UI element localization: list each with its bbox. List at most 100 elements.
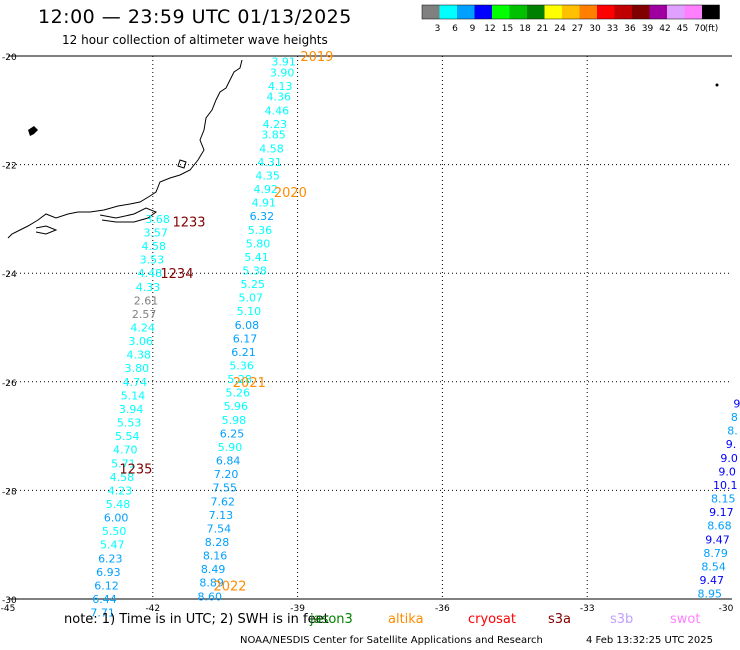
wave-height-value: 5.14	[121, 389, 146, 402]
wave-height-value: 4.58	[110, 471, 135, 484]
wave-height-value: 4.74	[123, 376, 148, 389]
wave-height-value: 8.28	[205, 536, 230, 549]
wave-height-value: 6.25	[220, 427, 245, 440]
wave-height-value: 5.26	[225, 387, 250, 400]
wave-height-value: 5.48	[106, 498, 131, 511]
colorbar-label: 33	[607, 24, 618, 34]
colorbar-swatch	[632, 5, 650, 19]
wave-height-value: 4.46	[265, 104, 290, 117]
wave-height-value: 4.35	[255, 169, 280, 182]
wave-height-value: 9.0	[718, 465, 736, 478]
colorbar-swatch	[597, 5, 615, 19]
wave-height-value: 8.79	[703, 547, 728, 560]
colorbar-label: 18	[519, 24, 531, 34]
wave-height-value: 8.	[727, 425, 738, 438]
colorbar-swatch	[492, 5, 510, 19]
wave-height-value: 9.0	[720, 452, 738, 465]
wave-height-value: 5.47	[100, 539, 125, 552]
time-label: 2019	[300, 50, 333, 65]
colorbar-swatch	[579, 5, 597, 19]
wave-height-value: 4.23	[263, 118, 288, 131]
longitude-label: -39	[290, 604, 305, 614]
wave-height-value: 7.20	[214, 468, 239, 481]
wave-height-value: 5.10	[237, 305, 262, 318]
wave-height-value: 5.28	[227, 373, 252, 386]
latitude-label: -26	[2, 379, 17, 389]
colorbar-label: 30	[589, 24, 601, 34]
wave-height-value: 7.54	[207, 522, 232, 535]
colorbar-swatch	[509, 5, 527, 19]
wave-height-value: 6.17	[233, 332, 258, 345]
credit-date: 4 Feb 13:32:25 UTC 2025	[586, 635, 713, 646]
wave-height-value: 6.44	[92, 593, 117, 606]
colorbar-label: 39	[642, 24, 654, 34]
wave-height-value: 9.	[726, 438, 737, 451]
wave-height-value: 7.71	[90, 607, 115, 620]
wave-height-value: 5.54	[115, 430, 140, 443]
wave-height-value: 9.47	[699, 574, 724, 587]
colorbar-swatch	[527, 5, 545, 19]
wave-height-value: 5.38	[242, 264, 267, 277]
colorbar-label: 3	[435, 24, 441, 34]
time-label: 1233	[172, 216, 205, 231]
colorbar-label: 24	[554, 24, 566, 34]
time-label: 1235	[119, 463, 152, 478]
wave-height-value: 4.91	[252, 197, 277, 210]
longitude-label: -45	[1, 604, 16, 614]
wave-height-value: 8.89	[199, 577, 224, 590]
wave-height-value: 3.90	[270, 66, 295, 79]
island-shape	[177, 159, 187, 169]
wave-height-value: 5.07	[239, 292, 264, 305]
latitude-label: -28	[2, 487, 17, 497]
wave-height-value: 8.16	[203, 550, 228, 563]
colorbar-swatch	[544, 5, 562, 19]
colorbar-swatch	[562, 5, 580, 19]
wave-height-value: 4.58	[142, 240, 167, 253]
legend-item-s3b: s3b	[610, 612, 634, 627]
wave-height-value: 3.94	[119, 403, 144, 416]
legend-item-cryosat: cryosat	[468, 612, 516, 627]
wave-height-value: 4.48	[138, 267, 163, 280]
legend-item-swot: swot	[670, 612, 701, 627]
colorbar-label: 9	[470, 24, 476, 34]
wave-height-value: 3.53	[140, 254, 165, 267]
wave-height-value: 3.06	[128, 335, 153, 348]
time-labels: 2019 2020 1233 1234 2021 1235 2022	[119, 50, 333, 594]
wave-height-value: 5.36	[229, 360, 254, 373]
wave-height-value: 6.08	[235, 319, 260, 332]
wave-height-value: 5.41	[244, 251, 269, 264]
colorbar-swatch	[614, 5, 632, 19]
latitude-label: -20	[2, 53, 17, 63]
wave-height-value: 2.57	[132, 308, 157, 321]
wave-height-value: 5.53	[117, 417, 142, 430]
wave-height-value: 6.00	[104, 512, 129, 525]
wave-height-value: 6.23	[98, 552, 123, 565]
wave-height-value: 4.36	[267, 91, 292, 104]
wave-height-value: 9	[733, 398, 740, 411]
wave-height-value: 4.31	[257, 156, 282, 169]
wave-height-value: 7.13	[209, 509, 234, 522]
latitude-label: -24	[2, 270, 17, 280]
wave-height-value: 5.98	[222, 414, 247, 427]
wave-height-value: 8.54	[701, 560, 726, 573]
wave-height-value: 8.68	[707, 520, 732, 533]
colorbar-label: 27	[572, 24, 583, 34]
colorbar-label: 45	[677, 24, 688, 34]
wave-height-value: 6.12	[94, 579, 119, 592]
coastline	[7, 59, 243, 239]
colorbar-label: 15	[502, 24, 513, 34]
wave-height-value: 5.36	[248, 224, 273, 237]
map-title: 12:00 — 23:59 UTC 01/13/2025	[38, 6, 352, 28]
wave-height-value: 3.91	[271, 55, 296, 68]
map-subtitle: 12 hour collection of altimeter wave hei…	[62, 33, 328, 47]
wave-height-value: 5.71	[111, 457, 136, 470]
latitude-label: -30	[2, 596, 17, 606]
colorbar-label: 42	[659, 24, 670, 34]
wave-height-value: 3.80	[125, 362, 150, 375]
wave-height-value: 4.23	[108, 484, 133, 497]
graticule: -20-22-24-26-28-30-45 -42 -39 -36 -33 -30	[1, 53, 734, 614]
credit-line: NOAA/NESDIS Center for Satellite Applica…	[240, 635, 543, 646]
wave-height-value: 5.50	[102, 525, 127, 538]
